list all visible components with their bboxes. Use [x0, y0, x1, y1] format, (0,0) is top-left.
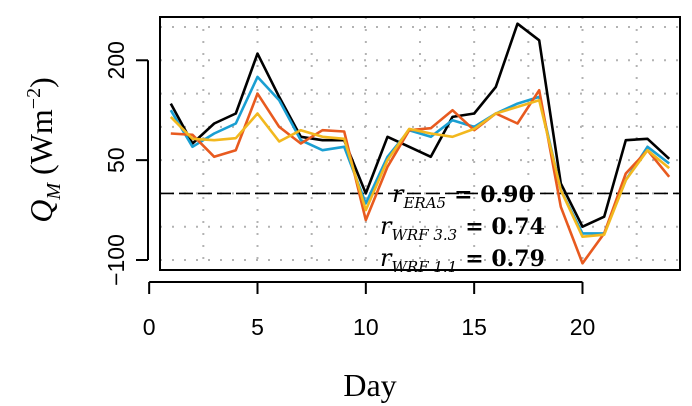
correlation-value: = 0.74: [465, 214, 545, 240]
axes-layer: 0 5 10 15 20 −100 50 200: [103, 41, 595, 340]
correlation-label: rWRF 1.1 = 0.79: [380, 244, 545, 276]
x-tick-label: 20: [570, 314, 596, 340]
correlation-subscript: WRF 3.3: [391, 226, 457, 244]
series-line-4: [169, 98, 671, 238]
correlation-symbol: r: [380, 244, 393, 272]
y-axis-subscript: M: [43, 182, 65, 201]
svg-text:QM(Wm−2): QM (Wm−2): [23, 77, 65, 222]
correlation-label: rERA5 = 0.90: [392, 180, 534, 212]
grid-layer: [160, 17, 680, 270]
y-axis-unit-exp: −2: [23, 88, 45, 109]
y-axis-unit-close: ): [23, 77, 59, 88]
x-axis-title: Day: [343, 367, 396, 403]
y-axis-unit-open: (Wm: [23, 109, 59, 175]
y-tick-label: −100: [103, 234, 129, 286]
correlation-value: = 0.90: [454, 182, 534, 208]
x-tick-label: 0: [143, 314, 156, 340]
y-tick-label: 50: [103, 147, 129, 173]
series-line-1: [169, 22, 671, 228]
plot-frame: [159, 16, 681, 271]
x-tick-label: 15: [461, 314, 487, 340]
series-line-2: [169, 75, 670, 235]
x-tick-label: 5: [251, 314, 264, 340]
series-line-3: [170, 88, 671, 265]
correlation-label: rWRF 3.3 = 0.74: [380, 212, 545, 244]
x-tick-label: 10: [353, 314, 379, 340]
series-layer: [169, 22, 671, 265]
correlation-subscript: WRF 1.1: [391, 258, 457, 276]
correlation-symbol: r: [380, 212, 393, 240]
correlation-subscript: ERA5: [402, 194, 446, 212]
correlation-symbol: r: [392, 180, 405, 208]
y-axis-symbol: Q: [23, 200, 59, 223]
correlation-value: = 0.79: [465, 246, 545, 272]
y-axis-title: QM (Wm−2): [23, 77, 65, 222]
y-tick-label: 200: [103, 41, 129, 79]
